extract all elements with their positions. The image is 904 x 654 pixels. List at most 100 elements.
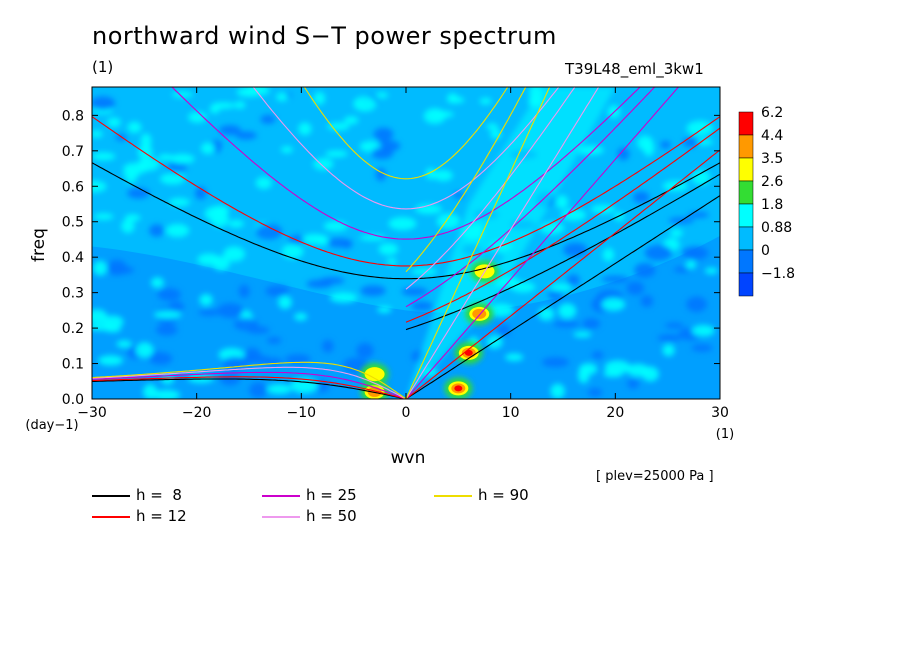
kelvin-line <box>405 87 600 399</box>
rossby-line <box>92 378 407 399</box>
field-speckle <box>234 101 246 109</box>
field-speckle <box>614 211 625 222</box>
field-speckle <box>302 233 327 245</box>
axis-ticks: −30 −20 −10 0 10 20 30 0.0 0.1 0.2 0.3 0.4 0.5 0.6 0.7… <box>62 87 729 421</box>
field-speckle <box>322 339 334 353</box>
field-speckle <box>375 92 389 99</box>
kelvin-line <box>405 87 551 399</box>
inertia-gravity-line <box>303 87 509 180</box>
field-speckle <box>558 303 577 319</box>
field-speckle <box>199 294 213 306</box>
field-speckle <box>92 96 116 111</box>
colorbar-swatch <box>738 272 754 297</box>
field-speckle <box>578 367 590 384</box>
field-speckle <box>168 198 190 207</box>
field-speckle <box>327 237 351 248</box>
field-speckle <box>265 285 290 297</box>
curve-h8 <box>92 162 720 399</box>
y-tick-label: 0.5 <box>62 215 84 231</box>
field-speckle <box>360 285 386 297</box>
legend-label: h = 8 <box>136 486 182 504</box>
field-speckle <box>411 268 438 276</box>
field-speckle <box>155 324 178 336</box>
field-speckle <box>588 387 603 397</box>
field-speckle <box>137 145 153 160</box>
level-label: [ plev=25000 Pa ] <box>596 469 714 484</box>
kelvin-line <box>405 149 720 399</box>
legend-label: h = 90 <box>478 486 529 504</box>
field-speckle <box>582 318 601 329</box>
field-speckle <box>116 340 132 348</box>
hot-spot <box>360 363 389 386</box>
field-speckle <box>553 320 580 328</box>
field-speckle <box>127 187 150 199</box>
field-speckle <box>691 169 711 186</box>
rossby-line <box>92 361 407 399</box>
field-speckle <box>137 157 160 171</box>
hot-spot-ring-orange <box>472 308 487 319</box>
field-speckle <box>378 243 399 256</box>
field-speckle <box>644 244 673 261</box>
field-speckle <box>313 91 326 105</box>
inertia-gravity-line <box>92 162 720 280</box>
kelvin-line <box>405 87 680 399</box>
mixed-rossby-gravity-line <box>405 173 720 331</box>
y-tick-label: 0.2 <box>62 321 84 337</box>
colorbar-swatch <box>738 157 754 182</box>
field-speckle <box>691 344 713 352</box>
field-speckle <box>217 303 244 318</box>
field-speckle <box>327 122 350 131</box>
colorbar-swatch <box>738 226 754 251</box>
field-speckle <box>323 221 348 232</box>
chart-title: northward wind S−T power spectrum <box>92 22 557 50</box>
field-speckle <box>92 152 116 161</box>
field-speckle <box>255 176 272 190</box>
field-speckle <box>353 96 377 112</box>
colorbar-label: 6.2 <box>761 105 783 121</box>
field-speckle <box>167 161 188 172</box>
rossby-line <box>92 371 407 399</box>
field-speckle <box>373 127 394 141</box>
hot-spot-ring-yellow <box>364 367 385 382</box>
y-tick-label: 0.8 <box>62 108 84 124</box>
field-speckle <box>234 317 259 331</box>
field-speckle <box>319 277 345 285</box>
field-speckle <box>433 169 453 182</box>
field-speckle <box>228 219 244 228</box>
field-speckle <box>219 125 241 136</box>
field-speckle <box>149 224 165 237</box>
mixed-rossby-gravity-line <box>405 87 527 273</box>
curve-h50 <box>92 87 600 399</box>
y-tick-label: 0.3 <box>62 286 84 302</box>
field-speckle <box>660 140 671 149</box>
field-speckle <box>487 303 514 317</box>
field-speckle <box>633 191 650 204</box>
field-speckle <box>98 355 124 366</box>
colorbar-label: 3.5 <box>761 151 783 167</box>
field-speckle <box>686 120 714 137</box>
field-speckle <box>640 295 654 308</box>
colorbar-label: 0 <box>761 243 770 259</box>
field-speckle <box>356 342 374 359</box>
field-speckle <box>486 123 499 130</box>
field-speckle <box>278 295 292 309</box>
legend-swatch <box>92 516 130 518</box>
field-speckle <box>371 147 394 160</box>
field-speckle <box>260 114 276 124</box>
field-speckle <box>238 284 250 298</box>
field-speckle <box>432 111 454 118</box>
curve-h25 <box>92 87 680 399</box>
field-speckle <box>561 208 587 221</box>
mixed-rossby-gravity-line <box>405 87 576 290</box>
field-speckle <box>102 315 124 329</box>
field-speckle <box>388 217 417 231</box>
field-speckle <box>541 357 570 368</box>
field-speckle <box>107 117 121 128</box>
y-tick-label: 0.0 <box>62 392 84 408</box>
field-speckle <box>325 150 348 158</box>
field-speckle <box>276 92 288 102</box>
y-tick-label: 0.7 <box>62 144 84 160</box>
field-speckle <box>436 213 461 229</box>
x-axis-unit: (1) <box>716 427 734 442</box>
x-tick-label: 30 <box>711 405 729 421</box>
